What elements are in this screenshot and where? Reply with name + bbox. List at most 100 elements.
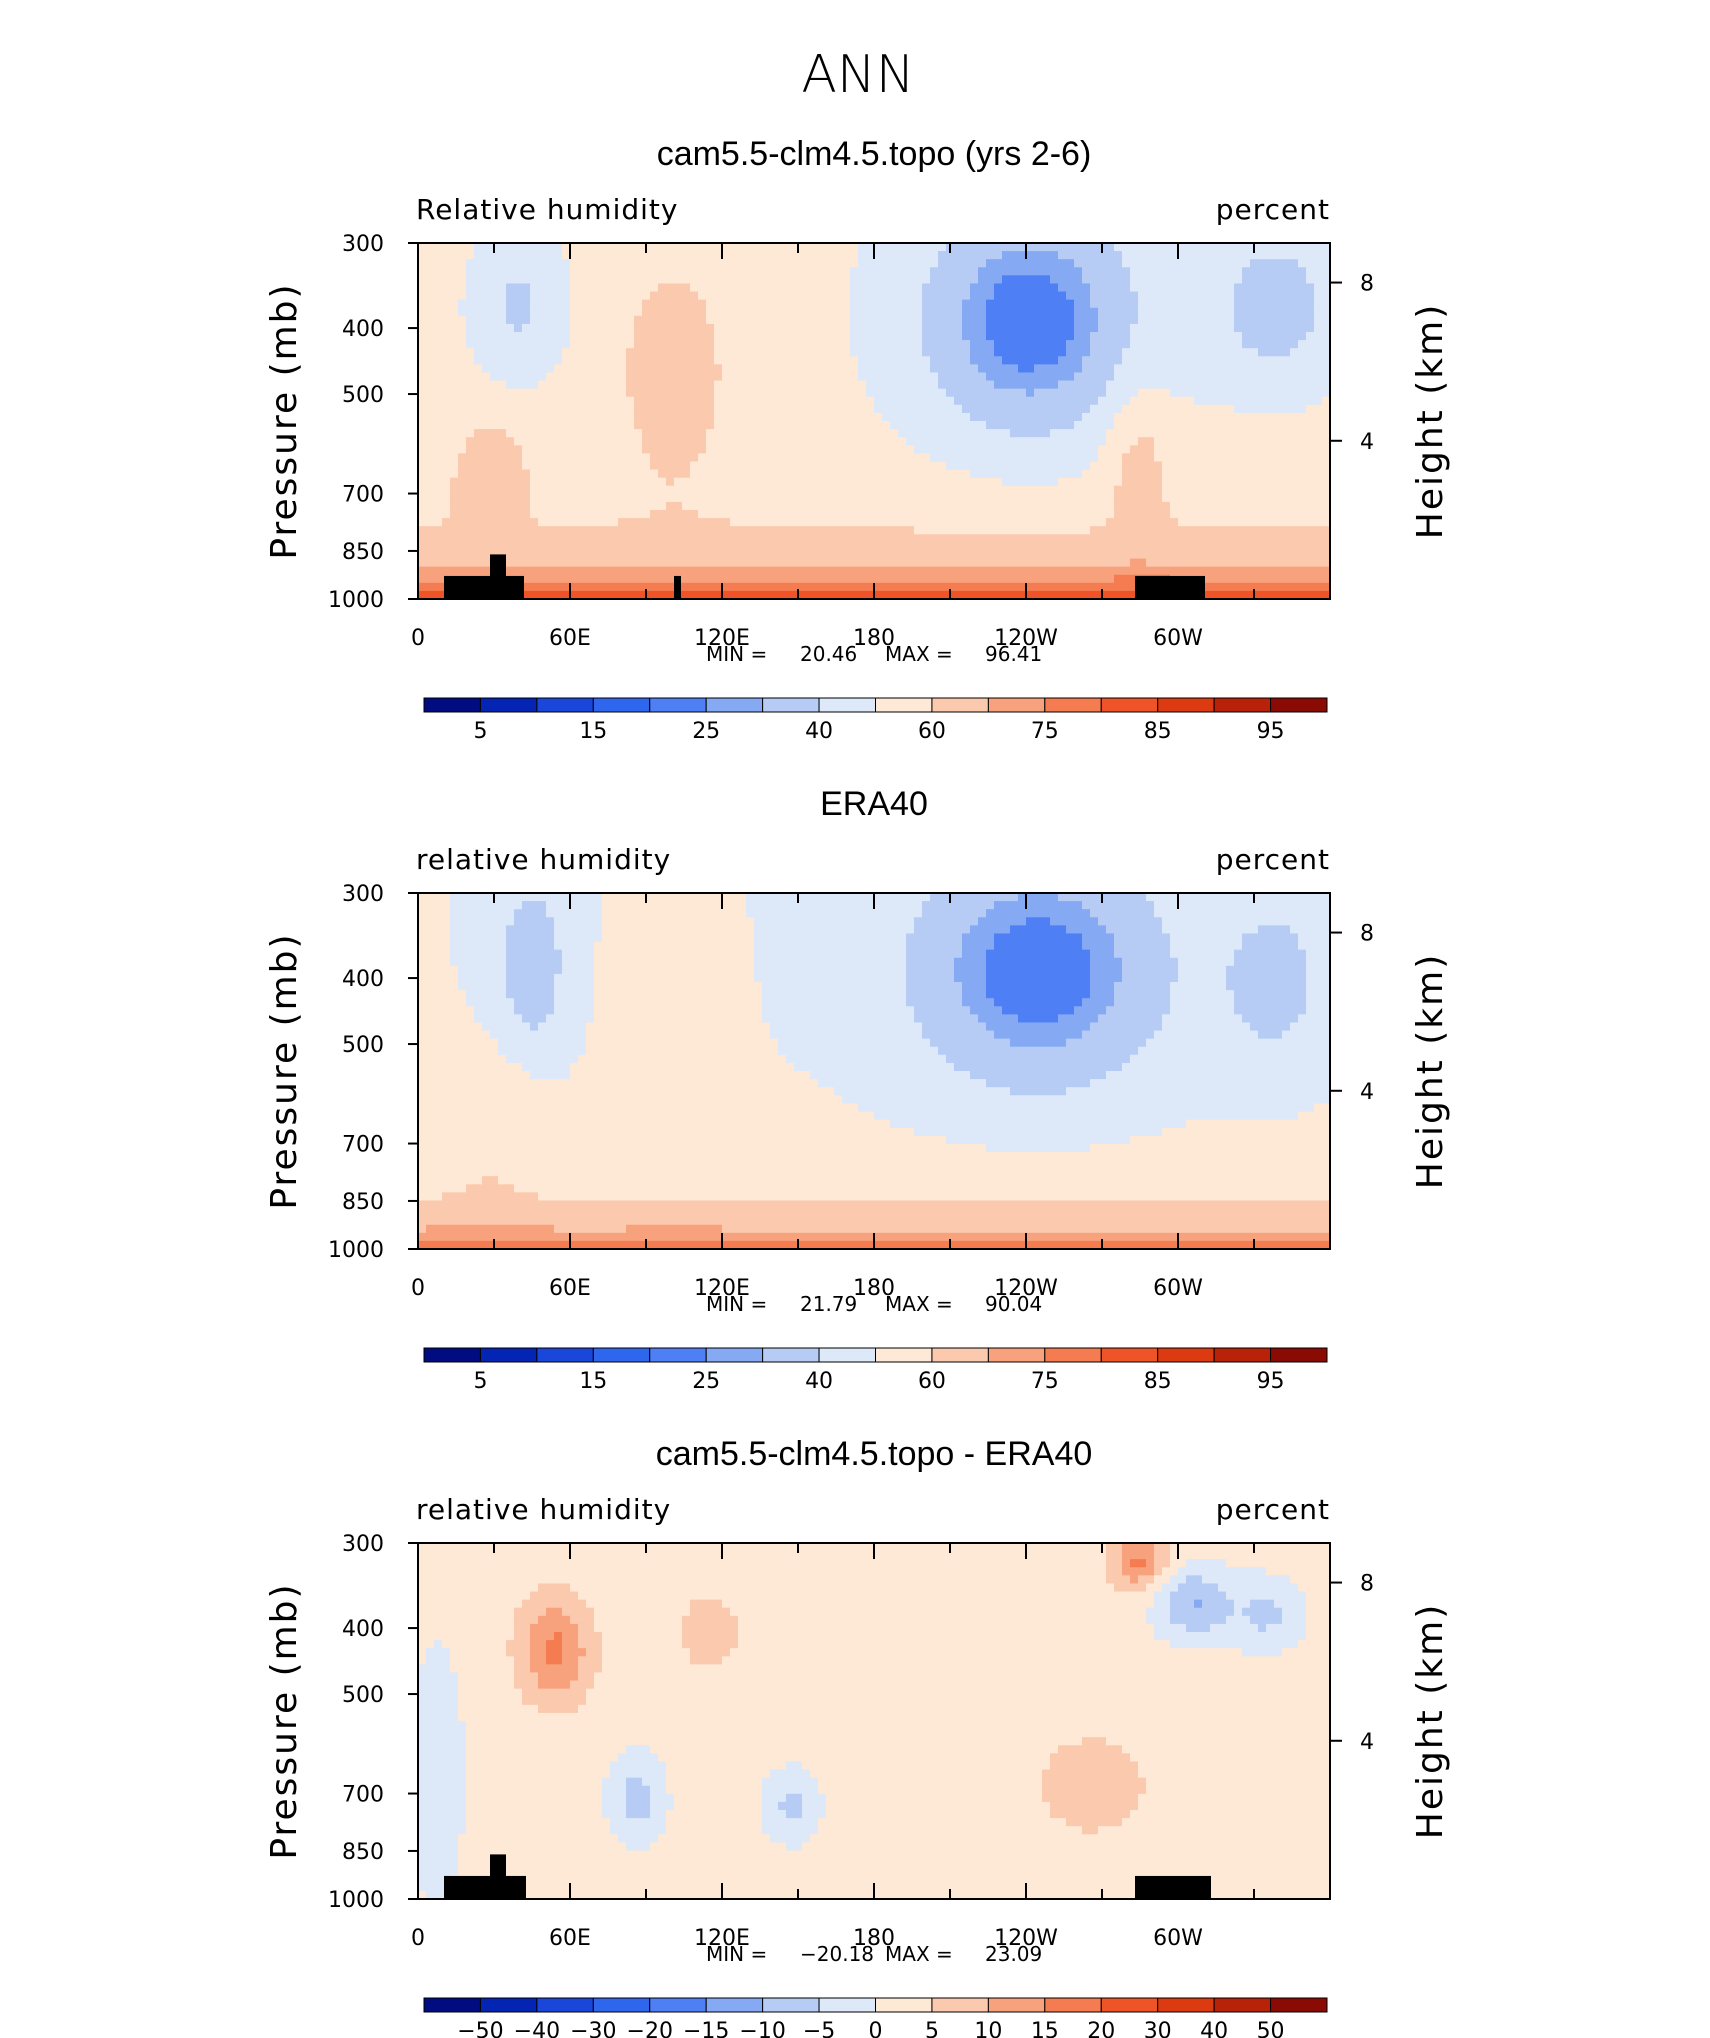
contour-cell (1234, 534, 1243, 543)
contour-cell (618, 388, 627, 398)
contour-cell (810, 518, 819, 527)
contour-cell (1034, 323, 1043, 333)
contour-cell (610, 566, 619, 576)
contour-cell (554, 469, 563, 479)
contour-cell (1258, 404, 1267, 414)
contour-cell (1258, 372, 1267, 382)
contour-cell (474, 558, 483, 568)
contour-cell (962, 461, 971, 471)
contour-cell (594, 283, 603, 293)
contour-cell (626, 582, 635, 592)
contour-cell (1146, 526, 1155, 535)
contour-cell (594, 558, 603, 568)
contour-cell (1282, 348, 1291, 357)
contour-cell (1178, 340, 1187, 349)
contour-cell (970, 323, 979, 333)
contour-cell (1306, 469, 1315, 479)
contour-cell (986, 323, 995, 333)
contour-cell (770, 283, 779, 293)
contour-cell (970, 356, 979, 365)
contour-cell (1242, 501, 1251, 511)
contour-cell (706, 323, 715, 333)
contour-cell (690, 412, 699, 422)
contour-cell (818, 259, 827, 268)
contour-cell (778, 356, 787, 365)
contour-cell (1138, 534, 1147, 543)
contour-cell (1058, 574, 1067, 584)
contour-cell (1082, 510, 1091, 519)
contour-cell (962, 396, 971, 406)
contour-cell (1090, 590, 1099, 600)
contour-cell (650, 493, 659, 503)
contour-cell (1122, 566, 1131, 576)
contour-cell (426, 332, 435, 341)
contour-cell (794, 267, 803, 276)
contour-cell (1002, 510, 1011, 519)
contour-cell (994, 315, 1003, 325)
contour-cell (1234, 323, 1243, 333)
contour-cell (482, 291, 491, 301)
contour-cell (458, 291, 467, 301)
contour-cell (1122, 396, 1131, 406)
contour-cell (530, 372, 539, 382)
contour-cell (1002, 396, 1011, 406)
contour-cell (898, 566, 907, 576)
contour-cell (538, 404, 547, 414)
contour-cell (946, 461, 955, 471)
contour-cell (762, 542, 771, 552)
contour-cell (730, 315, 739, 325)
contour-cell (1050, 469, 1059, 479)
contour-cell (538, 291, 547, 301)
contour-cell (1138, 437, 1147, 446)
contour-cell (1298, 445, 1307, 454)
contour-cell (866, 340, 875, 349)
contour-cell (418, 510, 427, 519)
contour-cell (810, 372, 819, 382)
contour-cell (890, 558, 899, 568)
contour-cell (770, 340, 779, 349)
contour-cell (642, 429, 651, 438)
contour-cell (594, 291, 603, 301)
contour-cell (434, 445, 443, 454)
contour-cell (1290, 364, 1299, 374)
contour-cell (1130, 510, 1139, 519)
contour-cell (1210, 550, 1219, 560)
contour-cell (954, 380, 963, 390)
contour-cell (426, 283, 435, 293)
contour-cell (578, 412, 587, 422)
contour-cell (418, 259, 427, 268)
contour-cell (1162, 348, 1171, 357)
contour-cell (962, 404, 971, 414)
contour-cell (1010, 340, 1019, 349)
contour-cell (1010, 283, 1019, 293)
contour-cell (786, 461, 795, 471)
contour-cell (666, 582, 675, 592)
contour-cell (1202, 412, 1211, 422)
contour-cell (610, 445, 619, 454)
contour-cell (594, 526, 603, 535)
contour-cell (946, 421, 955, 430)
contour-cell (546, 477, 555, 487)
contour-cell (1162, 493, 1171, 503)
contour-cell (1306, 283, 1315, 293)
contour-cell (466, 558, 475, 568)
contour-cell (866, 283, 875, 293)
contour-cell (418, 518, 427, 527)
contour-cell (994, 461, 1003, 471)
contour-cell (618, 380, 627, 390)
contour-cell (1090, 404, 1099, 414)
contour-cell (658, 485, 667, 495)
contour-cell (706, 485, 715, 495)
contour-cell (618, 340, 627, 349)
contour-cell (1098, 445, 1107, 454)
contour-cell (506, 493, 515, 503)
contour-cell (978, 380, 987, 390)
contour-cell (1010, 396, 1019, 406)
contour-cell (618, 259, 627, 268)
contour-cell (1114, 421, 1123, 430)
contour-cell (930, 380, 939, 390)
contour-cell (506, 332, 515, 341)
contour-cell (1306, 243, 1315, 252)
contour-cell (498, 534, 507, 543)
contour-cell (554, 356, 563, 365)
